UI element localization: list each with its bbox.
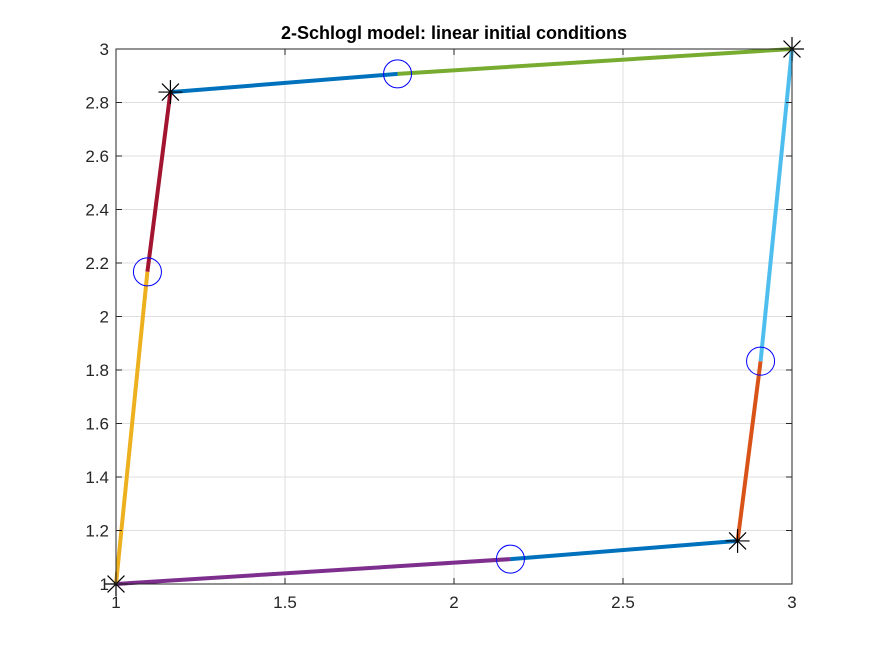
y-tick-label: 2.4: [85, 201, 109, 220]
series-line-6: [170, 71, 398, 95]
x-tick-label: 1.5: [273, 593, 297, 612]
ticks-group: 1 1.5 2 2.5 3 1 1.2 1.4 1.6 1.8 2 2.2 2.4 2.6 2.8 3: [85, 40, 796, 612]
y-tick-label: 1.2: [85, 522, 109, 541]
star-marker: [725, 528, 750, 553]
series-line-4: [758, 48, 794, 362]
series-line-7: [145, 91, 173, 273]
x-tick-label: 3: [787, 593, 796, 612]
y-tick-label: 1.8: [85, 361, 109, 380]
circle-marker: [132, 257, 162, 287]
series-line-5: [397, 47, 793, 76]
series-line-1: [115, 557, 511, 586]
y-tick-label: 2.6: [85, 147, 109, 166]
star-marker: [158, 80, 183, 105]
y-tick-label: 3: [100, 40, 109, 59]
y-tick-label: 2.8: [85, 94, 109, 113]
series-group: [114, 47, 794, 586]
x-tick-label: 1: [111, 593, 120, 612]
series-line-3: [735, 360, 763, 542]
y-tick-label: 2: [100, 308, 109, 327]
x-tick-label: 2: [449, 593, 458, 612]
chart-title: 2-Schlogl model: linear initial conditio…: [281, 23, 627, 43]
y-tick-label: 1: [100, 575, 109, 594]
grid: [115, 48, 793, 585]
circle-marker: [746, 346, 776, 376]
circle-marker: [495, 544, 525, 574]
series-line-2: [510, 538, 738, 562]
y-tick-label: 1.4: [85, 468, 109, 487]
x-tick-label: 2.5: [611, 593, 635, 612]
y-tick-label: 2.2: [85, 254, 109, 273]
y-tick-label: 1.6: [85, 415, 109, 434]
circle-marker: [383, 59, 413, 89]
series-line-8: [114, 271, 150, 585]
